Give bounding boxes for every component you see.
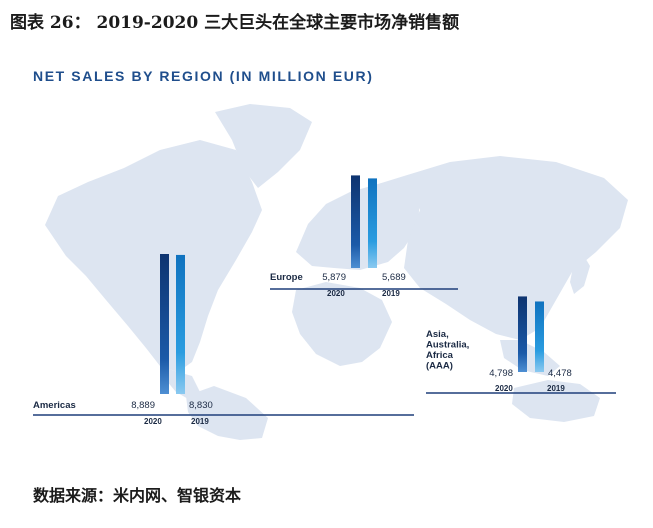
japan-shape <box>570 256 590 294</box>
bar-2020 <box>351 175 360 268</box>
north-america-shape <box>45 140 262 372</box>
bar-2019 <box>176 254 185 394</box>
bar-2019 <box>368 178 377 268</box>
region-name: Americas <box>33 400 76 411</box>
greenland-shape <box>215 104 312 188</box>
value-label-2020: 8,889 <box>131 400 155 411</box>
bar-2019 <box>535 301 544 372</box>
chart-title: NET SALES BY REGION (IN MILLION EUR) <box>33 68 374 84</box>
year-label-2020: 2020 <box>495 384 513 393</box>
region-name: Europe <box>270 272 303 283</box>
africa-shape <box>292 282 392 366</box>
year-label-2020: 2020 <box>327 289 345 298</box>
southeast-asia-shape <box>500 340 560 376</box>
asia-shape <box>404 156 628 340</box>
value-label-2019: 8,830 <box>189 400 213 411</box>
figure-title: 图表 26： 2019-2020 三大巨头在全球主要市场净销售额 <box>10 13 460 33</box>
value-label-2020: 4,798 <box>489 368 513 379</box>
bar-2020 <box>160 254 169 394</box>
value-label-2019: 5,689 <box>382 272 406 283</box>
value-label-2019: 4,478 <box>548 368 572 379</box>
source-note: 数据来源：米内网、智银资本 <box>33 486 242 505</box>
regions-layer: Americas 8,889 8,830 2020 2019 Europe 5,879 5,6… <box>33 175 616 426</box>
value-label-2020: 5,879 <box>322 272 346 283</box>
south-america-shape <box>186 386 268 440</box>
australia-shape <box>512 380 600 422</box>
region-name: Asia, Australia, Africa (AAA) <box>426 329 469 372</box>
year-label-2019: 2019 <box>547 384 565 393</box>
year-label-2019: 2019 <box>191 417 209 426</box>
world-map-background <box>45 104 628 440</box>
bar-2020 <box>518 296 527 372</box>
year-label-2020: 2020 <box>144 417 162 426</box>
year-label-2019: 2019 <box>382 289 400 298</box>
